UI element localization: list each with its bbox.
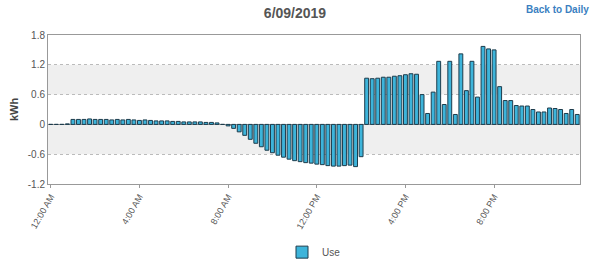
svg-text:12:00 PM: 12:00 PM xyxy=(294,193,322,231)
svg-text:4:00 AM: 4:00 AM xyxy=(120,193,145,227)
svg-text:1.2: 1.2 xyxy=(31,59,45,70)
svg-text:8:00 PM: 8:00 PM xyxy=(474,193,499,227)
svg-text:8:00 AM: 8:00 AM xyxy=(209,193,234,227)
svg-text:0.6: 0.6 xyxy=(31,89,45,100)
svg-text:12:00 AM: 12:00 AM xyxy=(29,193,57,231)
svg-text:-1.2: -1.2 xyxy=(28,179,46,190)
svg-text:-0.6: -0.6 xyxy=(28,149,46,160)
svg-text:Use: Use xyxy=(322,247,340,258)
svg-text:Back to Daily: Back to Daily xyxy=(526,4,589,15)
svg-text:1.8: 1.8 xyxy=(31,30,45,41)
svg-text:6/09/2019: 6/09/2019 xyxy=(264,5,326,21)
svg-text:kWh: kWh xyxy=(8,98,20,122)
svg-text:4:00 PM: 4:00 PM xyxy=(386,193,411,227)
svg-text:0: 0 xyxy=(39,119,45,130)
